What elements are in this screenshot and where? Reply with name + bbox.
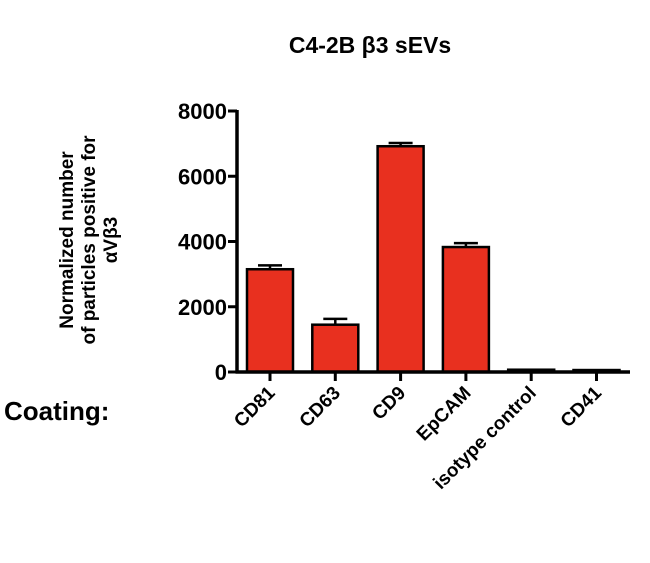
x-tick-label: CD9	[368, 383, 410, 425]
bar-epcam	[441, 245, 491, 374]
y-axis-label: Normalized number of particles positive …	[57, 135, 122, 345]
bar-cd81	[245, 267, 295, 374]
y-tick-label: 8000	[178, 99, 227, 124]
y-axis-label-line-2: of particles positive for	[79, 135, 100, 345]
y-tick-label: 0	[215, 360, 227, 385]
bar-cd9	[376, 144, 425, 374]
y-tick-label: 6000	[178, 164, 227, 189]
x-tick-label: CD41	[557, 382, 607, 432]
y-tick-label: 4000	[178, 230, 227, 255]
x-tick-label: CD63	[296, 383, 345, 432]
y-axis-label-line-1: Normalized number	[57, 151, 78, 329]
x-tick-label: CD81	[230, 382, 280, 432]
y-axis-label-line-3: αVβ3	[101, 217, 122, 264]
chart-title: C4-2B β3 sEVs	[289, 32, 451, 58]
x-axis-label: Coating:	[4, 396, 109, 426]
y-tick-label: 2000	[178, 295, 227, 320]
bar-cd63	[311, 323, 360, 374]
x-tick-label: EpCAM	[413, 383, 476, 446]
